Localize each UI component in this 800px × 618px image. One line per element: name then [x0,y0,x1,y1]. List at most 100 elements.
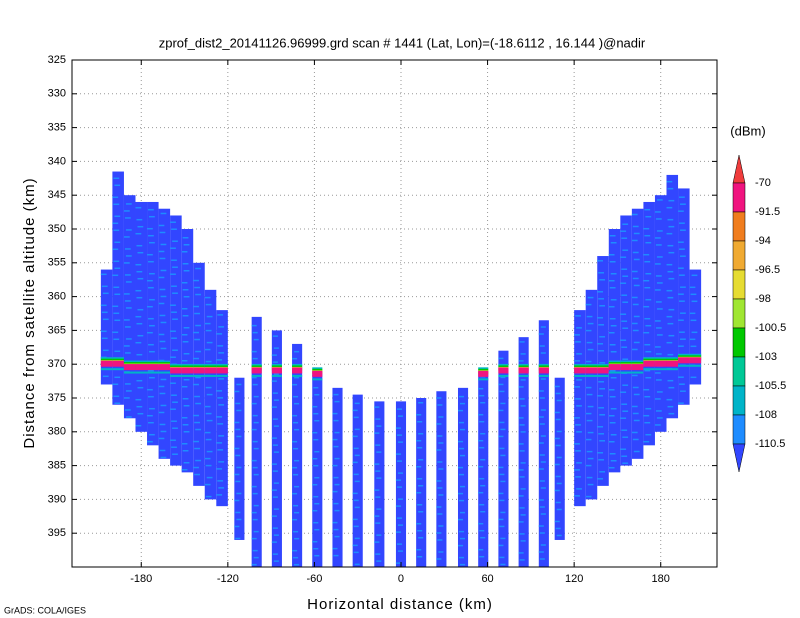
echo-speckle [667,218,674,221]
echo-speckle [499,499,505,502]
echo-speckle [183,462,190,464]
echo-speckle [396,543,402,545]
echo-speckle [273,373,279,375]
echo-speckle [397,498,403,500]
echo-speckle [458,447,465,450]
echo-speckle [480,484,486,487]
surface-fringe [100,357,113,360]
echo-speckle [252,518,258,521]
echo-speckle [610,325,617,327]
echo-speckle [478,387,484,390]
echo-speckle [678,241,684,243]
echo-speckle [574,334,580,336]
echo-speckle [216,359,223,361]
surface-echo [478,370,489,377]
echo-speckle [458,421,465,424]
echo-speckle [622,327,629,329]
echo-speckle [610,299,617,301]
echo-speckle [480,458,486,461]
echo-speckle [438,494,444,496]
echo-speckle [539,397,545,399]
echo-speckle [135,398,142,401]
echo-speckle [576,353,582,355]
echo-speckle [538,551,544,553]
echo-speckle [195,324,201,327]
echo-speckle [148,286,154,289]
echo-speckle [599,440,606,442]
echo-speckle [556,534,562,537]
echo-speckle [608,441,615,443]
colorbar-segment [732,240,746,271]
echo-speckle [206,450,213,453]
echo-speckle [599,305,606,307]
echo-speckle [599,279,606,281]
echo-speckle [375,444,381,446]
echo-speckle [172,401,178,403]
surface-echo [689,357,702,364]
echo-speckle [113,395,120,398]
echo-speckle [458,395,465,398]
echo-speckle [654,263,661,265]
echo-speckle [314,554,320,557]
echo-speckle [519,341,525,343]
echo-speckle [633,232,640,235]
echo-speckle [554,437,560,440]
echo-speckle [158,250,165,253]
echo-speckle [236,466,242,469]
echo-speckle [668,308,675,311]
echo-speckle [352,492,358,495]
echo-speckle [149,433,155,436]
echo-speckle [586,315,593,318]
echo-speckle [375,418,381,420]
echo-speckle [136,244,143,247]
echo-speckle [252,492,258,495]
echo-speckle [135,341,142,344]
echo-speckle [644,208,651,211]
echo-speckle [396,517,402,519]
echo-speckle [374,406,380,408]
echo-speckle [204,483,211,486]
echo-speckle [333,393,339,396]
echo-speckle [395,427,401,429]
echo-speckle [598,459,605,461]
echo-speckle [458,499,465,502]
echo-speckle [124,383,131,385]
echo-speckle [498,544,504,547]
echo-speckle [645,215,652,218]
echo-speckle [459,454,466,457]
surface-fringe [518,363,529,366]
echo-speckle [436,480,442,482]
surface-echo [597,367,609,374]
echo-speckle [217,480,224,482]
echo-speckle [656,391,663,393]
echo-speckle [137,308,144,311]
echo-speckle [294,511,300,514]
echo-speckle [479,529,485,532]
surface-fringe [597,365,609,368]
echo-speckle [654,424,661,426]
echo-speckle [102,375,109,378]
echo-speckle [644,395,651,398]
echo-speckle [113,312,120,315]
echo-speckle [181,251,188,253]
echo-speckle [395,531,401,533]
echo-speckle [518,469,524,471]
echo-speckle [644,260,651,263]
surface-fringe [135,371,148,374]
echo-speckle [395,479,401,481]
y-tick-label: 325 [48,54,66,66]
echo-speckle [438,525,444,527]
echo-speckle [576,431,582,433]
surface-fringe [312,378,323,381]
surface-fringe [498,363,509,366]
echo-speckle [668,334,675,337]
echo-speckle [148,317,154,320]
echo-speckle [631,431,638,434]
echo-speckle [312,509,318,512]
x-tick-label: -60 [306,573,322,585]
echo-speckle [459,511,466,514]
y-axis-label: Distance from satellite altitude (km) [21,177,38,448]
echo-speckle [479,394,485,397]
echo-speckle [437,487,443,489]
colorbar-unit: (dBm) [730,123,765,138]
